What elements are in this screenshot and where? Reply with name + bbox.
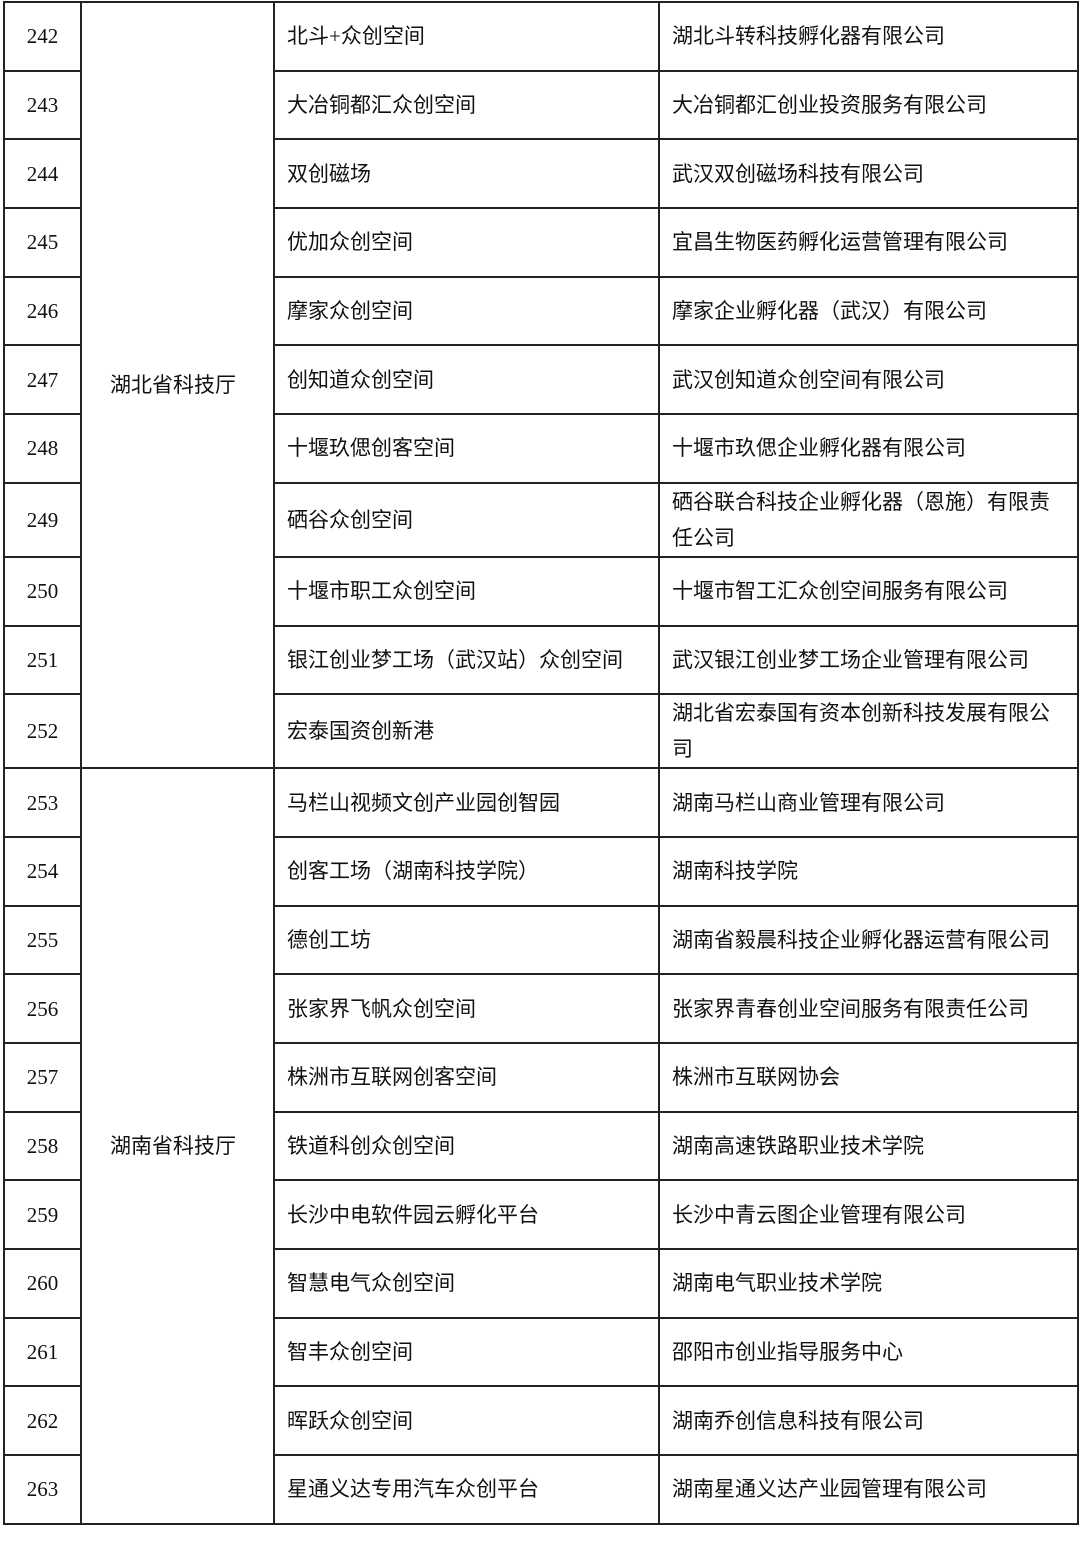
row-number-cell: 252 xyxy=(3,693,82,770)
row-number-cell: 243 xyxy=(3,69,82,141)
table-body: 242 湖北省科技厅 北斗+众创空间 湖北斗转科技孵化器有限公司 243 大冶铜都汇众创空… xyxy=(3,0,1079,1525)
space-name-cell: 德创工坊 xyxy=(273,904,660,976)
operator-cell: 十堰市智工汇众创空间服务有限公司 xyxy=(658,555,1079,627)
space-name-cell: 北斗+众创空间 xyxy=(273,1,660,72)
table-row: 251 银江创业梦工场（武汉站）众创空间 武汉银江创业梦工场企业管理有限公司 xyxy=(3,624,1079,696)
table-row: 245 优加众创空间 宜昌生物医药孵化运营管理有限公司 xyxy=(3,207,1079,278)
operator-cell: 湖南电气职业技术学院 xyxy=(658,1248,1079,1319)
space-name-cell: 银江创业梦工场（武汉站）众创空间 xyxy=(273,624,660,696)
row-number-cell: 247 xyxy=(3,344,82,416)
space-name-cell: 晖跃众创空间 xyxy=(273,1385,660,1457)
row-number-cell: 259 xyxy=(3,1179,82,1250)
space-name-cell: 张家界飞帆众创空间 xyxy=(273,973,660,1044)
operator-cell: 武汉双创磁场科技有限公司 xyxy=(658,138,1079,210)
table-row: 255 德创工坊 湖南省毅晨科技企业孵化器运营有限公司 xyxy=(3,904,1079,976)
space-name-cell: 十堰玖偲创客空间 xyxy=(273,413,660,484)
table-row: 257 株洲市互联网创客空间 株洲市互联网协会 xyxy=(3,1041,1079,1113)
row-number-cell: 261 xyxy=(3,1316,82,1388)
table-row: 261 智丰众创空间 邵阳市创业指导服务中心 xyxy=(3,1316,1079,1388)
row-number-cell: 254 xyxy=(3,835,82,907)
operator-cell: 株洲市互联网协会 xyxy=(658,1041,1079,1113)
space-name-cell: 智丰众创空间 xyxy=(273,1316,660,1388)
operator-cell: 湖南省毅晨科技企业孵化器运营有限公司 xyxy=(658,904,1079,976)
row-number-cell: 260 xyxy=(3,1248,82,1319)
operator-cell: 武汉创知道众创空间有限公司 xyxy=(658,344,1079,416)
table-row: 247 创知道众创空间 武汉创知道众创空间有限公司 xyxy=(3,344,1079,416)
operator-cell: 湖北斗转科技孵化器有限公司 xyxy=(658,1,1079,72)
space-name-cell: 铁道科创众创空间 xyxy=(273,1110,660,1182)
row-number-cell: 256 xyxy=(3,973,82,1044)
operator-cell: 十堰市玖偲企业孵化器有限公司 xyxy=(658,413,1079,484)
space-name-cell: 硒谷众创空间 xyxy=(273,481,660,558)
operator-cell: 湖南星通义达产业园管理有限公司 xyxy=(658,1454,1079,1525)
table-row: 246 摩家众创空间 摩家企业孵化器（武汉）有限公司 xyxy=(3,275,1079,347)
space-list-table: 242 湖北省科技厅 北斗+众创空间 湖北斗转科技孵化器有限公司 243 大冶铜都汇众创空… xyxy=(3,0,1079,1525)
table-row: 250 十堰市职工众创空间 十堰市智工汇众创空间服务有限公司 xyxy=(3,555,1079,627)
operator-cell: 邵阳市创业指导服务中心 xyxy=(658,1316,1079,1388)
operator-cell: 摩家企业孵化器（武汉）有限公司 xyxy=(658,275,1079,347)
row-number-cell: 255 xyxy=(3,904,82,976)
operator-cell: 长沙中青云图企业管理有限公司 xyxy=(658,1179,1079,1250)
space-name-cell: 创知道众创空间 xyxy=(273,344,660,416)
row-number-cell: 246 xyxy=(3,275,82,347)
row-number-cell: 253 xyxy=(3,767,82,838)
row-number-cell: 258 xyxy=(3,1110,82,1182)
table-row: 248 十堰玖偲创客空间 十堰市玖偲企业孵化器有限公司 xyxy=(3,413,1079,484)
table-row: 260 智慧电气众创空间 湖南电气职业技术学院 xyxy=(3,1248,1079,1319)
row-number-cell: 248 xyxy=(3,413,82,484)
table-row: 263 星通义达专用汽车众创平台 湖南星通义达产业园管理有限公司 xyxy=(3,1454,1079,1525)
row-number-cell: 249 xyxy=(3,481,82,558)
row-number-cell: 242 xyxy=(3,1,82,72)
row-number-cell: 262 xyxy=(3,1385,82,1457)
row-number-cell: 244 xyxy=(3,138,82,210)
table-row: 258 铁道科创众创空间 湖南高速铁路职业技术学院 xyxy=(3,1110,1079,1182)
department-cell: 湖南省科技厅 xyxy=(80,767,275,1525)
space-name-cell: 马栏山视频文创产业园创智园 xyxy=(273,767,660,838)
space-name-cell: 优加众创空间 xyxy=(273,207,660,278)
table-row: 249 硒谷众创空间 硒谷联合科技企业孵化器（恩施）有限责任公司 xyxy=(3,481,1079,558)
row-number-cell: 251 xyxy=(3,624,82,696)
table-row: 242 湖北省科技厅 北斗+众创空间 湖北斗转科技孵化器有限公司 xyxy=(3,0,1079,770)
row-number-cell: 257 xyxy=(3,1041,82,1113)
table-row: 259 长沙中电软件园云孵化平台 长沙中青云图企业管理有限公司 xyxy=(3,1179,1079,1250)
operator-cell: 湖南马栏山商业管理有限公司 xyxy=(658,767,1079,838)
row-number-cell: 245 xyxy=(3,207,82,278)
space-name-cell: 长沙中电软件园云孵化平台 xyxy=(273,1179,660,1250)
table-row: 262 晖跃众创空间 湖南乔创信息科技有限公司 xyxy=(3,1385,1079,1457)
table-row: 256 张家界飞帆众创空间 张家界青春创业空间服务有限责任公司 xyxy=(3,973,1079,1044)
row-number-cell: 263 xyxy=(3,1454,82,1525)
operator-cell: 大冶铜都汇创业投资服务有限公司 xyxy=(658,69,1079,141)
operator-cell: 湖南乔创信息科技有限公司 xyxy=(658,1385,1079,1457)
table-row: 244 双创磁场 武汉双创磁场科技有限公司 xyxy=(3,138,1079,210)
operator-cell: 湖南高速铁路职业技术学院 xyxy=(658,1110,1079,1182)
space-name-cell: 摩家众创空间 xyxy=(273,275,660,347)
space-name-cell: 星通义达专用汽车众创平台 xyxy=(273,1454,660,1525)
space-name-cell: 宏泰国资创新港 xyxy=(273,693,660,770)
operator-cell: 湖北省宏泰国有资本创新科技发展有限公司 xyxy=(658,693,1079,770)
space-name-cell: 株洲市互联网创客空间 xyxy=(273,1041,660,1113)
operator-cell: 宜昌生物医药孵化运营管理有限公司 xyxy=(658,207,1079,278)
space-name-cell: 智慧电气众创空间 xyxy=(273,1248,660,1319)
row-number-cell: 250 xyxy=(3,555,82,627)
space-name-cell: 双创磁场 xyxy=(273,138,660,210)
table-row: 254 创客工场（湖南科技学院） 湖南科技学院 xyxy=(3,835,1079,907)
operator-cell: 武汉银江创业梦工场企业管理有限公司 xyxy=(658,624,1079,696)
space-name-cell: 大冶铜都汇众创空间 xyxy=(273,69,660,141)
operator-cell: 硒谷联合科技企业孵化器（恩施）有限责任公司 xyxy=(658,481,1079,558)
table-row: 243 大冶铜都汇众创空间 大冶铜都汇创业投资服务有限公司 xyxy=(3,69,1079,141)
department-cell: 湖北省科技厅 xyxy=(80,0,275,770)
operator-cell: 湖南科技学院 xyxy=(658,835,1079,907)
table-row: 252 宏泰国资创新港 湖北省宏泰国有资本创新科技发展有限公司 xyxy=(3,693,1079,770)
space-name-cell: 十堰市职工众创空间 xyxy=(273,555,660,627)
operator-cell: 张家界青春创业空间服务有限责任公司 xyxy=(658,973,1079,1044)
space-name-cell: 创客工场（湖南科技学院） xyxy=(273,835,660,907)
table-row: 253 湖南省科技厅 马栏山视频文创产业园创智园 湖南马栏山商业管理有限公司 xyxy=(3,767,1079,1525)
